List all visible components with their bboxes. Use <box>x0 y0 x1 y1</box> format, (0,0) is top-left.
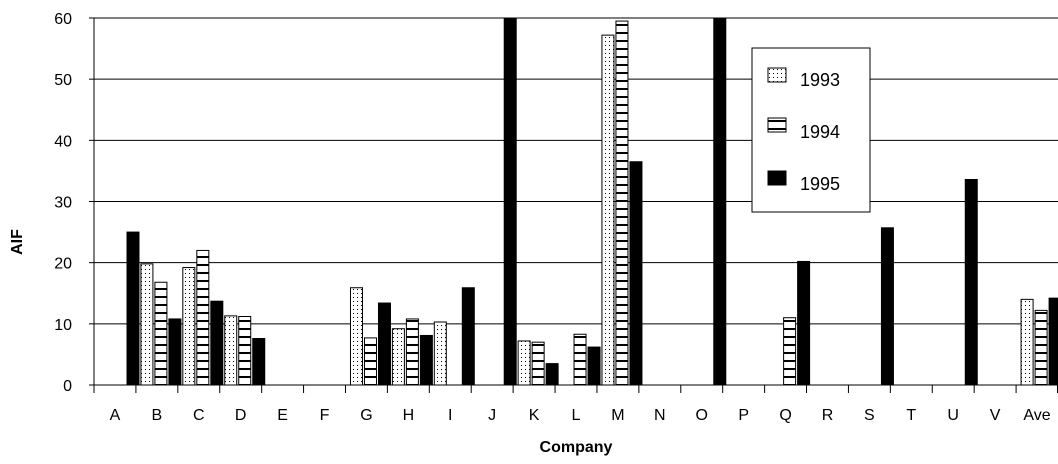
bar-A-1995 <box>126 231 140 386</box>
x-tick-label-C: C <box>193 407 205 424</box>
x-tick-label-Ave: Ave <box>1023 407 1050 424</box>
x-axis-title: Company <box>540 439 613 456</box>
x-tick-label-S: S <box>864 407 875 424</box>
x-tick-labels: A B C D E F G H I J K L M N O P Q R S T U V Ave <box>110 407 1051 424</box>
legend-label-1995: 1995 <box>800 174 840 194</box>
x-tick-label-I: I <box>448 407 452 424</box>
bar-I-1995 <box>461 287 475 386</box>
bar-K-1995 <box>545 363 559 386</box>
x-tick-label-N: N <box>654 407 666 424</box>
x-tick-label-R: R <box>822 407 834 424</box>
bar-K-1993 <box>517 340 531 386</box>
bar-Q-1995 <box>797 260 811 386</box>
x-tick-label-T: T <box>906 407 916 424</box>
x-tick-label-O: O <box>696 407 708 424</box>
x-tick-label-V: V <box>990 407 1001 424</box>
bar-D-1995 <box>252 338 266 386</box>
y-tick-label-60: 60 <box>54 11 72 28</box>
legend-swatch-1993 <box>767 67 787 83</box>
bar-S-1995 <box>880 227 894 386</box>
y-tick-label-40: 40 <box>54 133 72 150</box>
bar-U-1995 <box>964 178 978 386</box>
bar-G-1995 <box>377 302 391 386</box>
bar-G-1994 <box>363 337 377 386</box>
legend-swatch-1995 <box>767 170 787 186</box>
x-tick-label-J: J <box>488 407 496 424</box>
bar-Q-1994 <box>783 317 797 386</box>
bar-H-1994 <box>405 318 419 386</box>
bar-Ave-1994 <box>1034 309 1048 386</box>
bar-Ave-1993 <box>1020 298 1034 386</box>
y-tick-labels: 0 10 20 30 40 50 60 <box>54 11 72 395</box>
x-tick-label-H: H <box>403 407 415 424</box>
bar-B-1994 <box>154 281 168 386</box>
bar-D-1993 <box>224 315 238 386</box>
bar-B-1993 <box>140 263 154 386</box>
y-tick-label-10: 10 <box>54 317 72 334</box>
bar-J-1995 <box>503 17 517 386</box>
legend-label-1993: 1993 <box>800 70 840 90</box>
bar-L-1995 <box>587 346 601 386</box>
x-tick-label-K: K <box>529 407 540 424</box>
x-tick-label-A: A <box>110 407 121 424</box>
x-tick-label-U: U <box>947 407 959 424</box>
bar-I-1993 <box>433 321 447 386</box>
x-tick-label-D: D <box>235 407 247 424</box>
bar-G-1993 <box>349 287 363 386</box>
x-tick-label-L: L <box>572 407 581 424</box>
x-tick-label-G: G <box>360 407 372 424</box>
bar-M-1993 <box>601 34 615 386</box>
bar-C-1995 <box>210 300 224 386</box>
bar-L-1994 <box>573 333 587 386</box>
bar-O-1995 <box>713 17 727 386</box>
y-axis-title: AIF <box>9 229 26 255</box>
y-tick-label-50: 50 <box>54 72 72 89</box>
legend: 1993 1994 1995 <box>751 47 871 213</box>
legend-label-1994: 1994 <box>800 122 840 142</box>
bar-K-1994 <box>531 341 545 386</box>
x-tick-label-M: M <box>611 407 624 424</box>
x-tick-label-F: F <box>320 407 330 424</box>
bar-D-1994 <box>238 315 252 386</box>
x-tick-label-E: E <box>277 407 288 424</box>
bar-Ave-1995 <box>1048 297 1058 386</box>
bar-M-1994 <box>615 20 629 386</box>
y-tick-label-0: 0 <box>63 378 72 395</box>
x-tick-label-B: B <box>152 407 163 424</box>
bar-B-1995 <box>168 318 182 386</box>
bar-C-1994 <box>196 249 210 386</box>
x-tick-label-Q: Q <box>779 407 791 424</box>
gridlines <box>94 17 1058 325</box>
x-tick-label-P: P <box>738 407 749 424</box>
bar-C-1993 <box>182 267 196 386</box>
y-tick-label-20: 20 <box>54 256 72 273</box>
legend-swatch-1994 <box>767 117 787 133</box>
bar-H-1995 <box>419 334 433 386</box>
bar-H-1993 <box>391 328 405 386</box>
bar-M-1995 <box>629 161 643 386</box>
y-tick-label-30: 30 <box>54 195 72 212</box>
bars <box>126 17 1058 386</box>
